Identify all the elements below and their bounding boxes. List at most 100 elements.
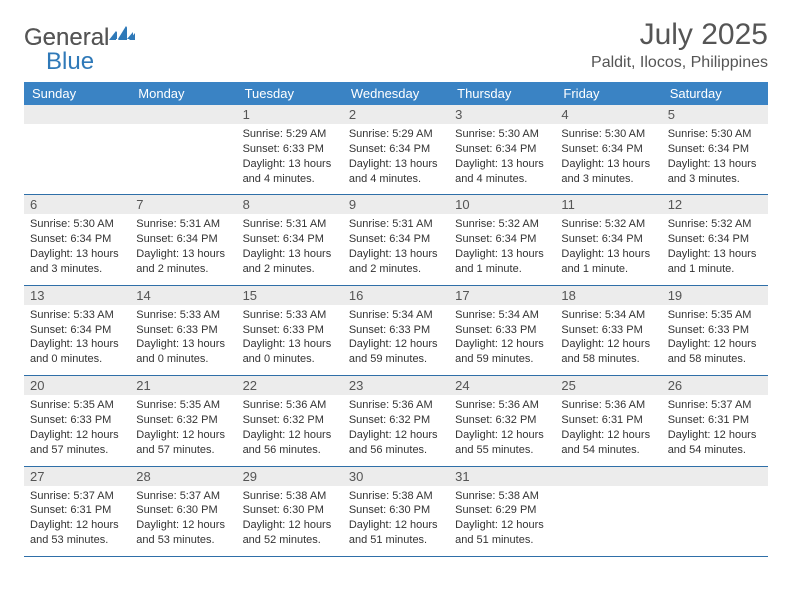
day-header: Wednesday — [343, 82, 449, 105]
day-number: 3 — [449, 105, 555, 124]
day-details: Sunrise: 5:34 AMSunset: 6:33 PMDaylight:… — [343, 305, 449, 375]
calendar-cell: 5Sunrise: 5:30 AMSunset: 6:34 PMDaylight… — [662, 105, 768, 195]
calendar-body: 1Sunrise: 5:29 AMSunset: 6:33 PMDaylight… — [24, 105, 768, 556]
day-number: 28 — [130, 467, 236, 486]
day-details: Sunrise: 5:31 AMSunset: 6:34 PMDaylight:… — [237, 214, 343, 284]
calendar-cell: 20Sunrise: 5:35 AMSunset: 6:33 PMDayligh… — [24, 376, 130, 466]
calendar-cell: 1Sunrise: 5:29 AMSunset: 6:33 PMDaylight… — [237, 105, 343, 195]
day-details: Sunrise: 5:30 AMSunset: 6:34 PMDaylight:… — [555, 124, 661, 194]
day-number: 4 — [555, 105, 661, 124]
day-header: Friday — [555, 82, 661, 105]
calendar-cell: 19Sunrise: 5:35 AMSunset: 6:33 PMDayligh… — [662, 285, 768, 375]
day-details: Sunrise: 5:38 AMSunset: 6:29 PMDaylight:… — [449, 486, 555, 556]
day-number: 9 — [343, 195, 449, 214]
day-number: 18 — [555, 286, 661, 305]
day-details: Sunrise: 5:33 AMSunset: 6:33 PMDaylight:… — [130, 305, 236, 375]
calendar-cell: 25Sunrise: 5:36 AMSunset: 6:31 PMDayligh… — [555, 376, 661, 466]
day-header: Sunday — [24, 82, 130, 105]
day-details: Sunrise: 5:36 AMSunset: 6:32 PMDaylight:… — [449, 395, 555, 465]
day-number: 13 — [24, 286, 130, 305]
day-number: 1 — [237, 105, 343, 124]
calendar-cell — [555, 466, 661, 556]
calendar-cell: 28Sunrise: 5:37 AMSunset: 6:30 PMDayligh… — [130, 466, 236, 556]
day-details: Sunrise: 5:35 AMSunset: 6:32 PMDaylight:… — [130, 395, 236, 465]
calendar-cell: 3Sunrise: 5:30 AMSunset: 6:34 PMDaylight… — [449, 105, 555, 195]
day-number: 5 — [662, 105, 768, 124]
calendar-head: SundayMondayTuesdayWednesdayThursdayFrid… — [24, 82, 768, 105]
day-header: Thursday — [449, 82, 555, 105]
calendar-cell: 6Sunrise: 5:30 AMSunset: 6:34 PMDaylight… — [24, 195, 130, 285]
day-details: Sunrise: 5:36 AMSunset: 6:31 PMDaylight:… — [555, 395, 661, 465]
calendar-table: SundayMondayTuesdayWednesdayThursdayFrid… — [24, 82, 768, 557]
day-details: Sunrise: 5:32 AMSunset: 6:34 PMDaylight:… — [555, 214, 661, 284]
calendar-cell: 13Sunrise: 5:33 AMSunset: 6:34 PMDayligh… — [24, 285, 130, 375]
day-details: Sunrise: 5:37 AMSunset: 6:30 PMDaylight:… — [130, 486, 236, 556]
calendar-cell — [662, 466, 768, 556]
day-details: Sunrise: 5:30 AMSunset: 6:34 PMDaylight:… — [449, 124, 555, 194]
day-number: 20 — [24, 376, 130, 395]
calendar-week-row: 20Sunrise: 5:35 AMSunset: 6:33 PMDayligh… — [24, 376, 768, 466]
day-details: Sunrise: 5:36 AMSunset: 6:32 PMDaylight:… — [237, 395, 343, 465]
day-number: 6 — [24, 195, 130, 214]
day-number: 14 — [130, 286, 236, 305]
calendar-cell: 31Sunrise: 5:38 AMSunset: 6:29 PMDayligh… — [449, 466, 555, 556]
calendar-cell: 15Sunrise: 5:33 AMSunset: 6:33 PMDayligh… — [237, 285, 343, 375]
calendar-cell — [130, 105, 236, 195]
day-details: Sunrise: 5:29 AMSunset: 6:34 PMDaylight:… — [343, 124, 449, 194]
month-title: July 2025 — [591, 18, 768, 52]
brand-name-2: Blue — [46, 48, 94, 76]
calendar-cell: 16Sunrise: 5:34 AMSunset: 6:33 PMDayligh… — [343, 285, 449, 375]
day-details: Sunrise: 5:38 AMSunset: 6:30 PMDaylight:… — [343, 486, 449, 556]
calendar-cell: 26Sunrise: 5:37 AMSunset: 6:31 PMDayligh… — [662, 376, 768, 466]
title-block: July 2025 Paldit, Ilocos, Philippines — [591, 18, 768, 72]
day-details: Sunrise: 5:33 AMSunset: 6:34 PMDaylight:… — [24, 305, 130, 375]
day-details: Sunrise: 5:36 AMSunset: 6:32 PMDaylight:… — [343, 395, 449, 465]
day-details: Sunrise: 5:33 AMSunset: 6:33 PMDaylight:… — [237, 305, 343, 375]
day-details: Sunrise: 5:34 AMSunset: 6:33 PMDaylight:… — [449, 305, 555, 375]
calendar-week-row: 27Sunrise: 5:37 AMSunset: 6:31 PMDayligh… — [24, 466, 768, 556]
calendar-cell — [24, 105, 130, 195]
brand-logo-block: General Blue — [24, 24, 135, 76]
calendar-cell: 2Sunrise: 5:29 AMSunset: 6:34 PMDaylight… — [343, 105, 449, 195]
calendar-cell: 4Sunrise: 5:30 AMSunset: 6:34 PMDaylight… — [555, 105, 661, 195]
calendar-cell: 8Sunrise: 5:31 AMSunset: 6:34 PMDaylight… — [237, 195, 343, 285]
day-number: 16 — [343, 286, 449, 305]
day-header: Tuesday — [237, 82, 343, 105]
day-number: 24 — [449, 376, 555, 395]
day-details: Sunrise: 5:34 AMSunset: 6:33 PMDaylight:… — [555, 305, 661, 375]
day-details: Sunrise: 5:37 AMSunset: 6:31 PMDaylight:… — [662, 395, 768, 465]
day-number: 26 — [662, 376, 768, 395]
day-details: Sunrise: 5:35 AMSunset: 6:33 PMDaylight:… — [662, 305, 768, 375]
calendar-cell: 12Sunrise: 5:32 AMSunset: 6:34 PMDayligh… — [662, 195, 768, 285]
day-details: Sunrise: 5:38 AMSunset: 6:30 PMDaylight:… — [237, 486, 343, 556]
calendar-cell: 14Sunrise: 5:33 AMSunset: 6:33 PMDayligh… — [130, 285, 236, 375]
calendar-cell: 9Sunrise: 5:31 AMSunset: 6:34 PMDaylight… — [343, 195, 449, 285]
calendar-cell: 18Sunrise: 5:34 AMSunset: 6:33 PMDayligh… — [555, 285, 661, 375]
day-details: Sunrise: 5:32 AMSunset: 6:34 PMDaylight:… — [662, 214, 768, 284]
calendar-cell: 21Sunrise: 5:35 AMSunset: 6:32 PMDayligh… — [130, 376, 236, 466]
calendar-cell: 22Sunrise: 5:36 AMSunset: 6:32 PMDayligh… — [237, 376, 343, 466]
day-number: 23 — [343, 376, 449, 395]
day-header: Saturday — [662, 82, 768, 105]
calendar-cell: 10Sunrise: 5:32 AMSunset: 6:34 PMDayligh… — [449, 195, 555, 285]
calendar-cell: 24Sunrise: 5:36 AMSunset: 6:32 PMDayligh… — [449, 376, 555, 466]
day-number: 30 — [343, 467, 449, 486]
day-number: 31 — [449, 467, 555, 486]
calendar-cell: 27Sunrise: 5:37 AMSunset: 6:31 PMDayligh… — [24, 466, 130, 556]
day-number: 7 — [130, 195, 236, 214]
calendar-cell: 23Sunrise: 5:36 AMSunset: 6:32 PMDayligh… — [343, 376, 449, 466]
day-number: 10 — [449, 195, 555, 214]
calendar-cell: 11Sunrise: 5:32 AMSunset: 6:34 PMDayligh… — [555, 195, 661, 285]
day-number: 22 — [237, 376, 343, 395]
day-number: 11 — [555, 195, 661, 214]
day-header: Monday — [130, 82, 236, 105]
day-number: 21 — [130, 376, 236, 395]
calendar-week-row: 6Sunrise: 5:30 AMSunset: 6:34 PMDaylight… — [24, 195, 768, 285]
day-number: 17 — [449, 286, 555, 305]
page-header: General General Blue July 2025 Paldit, — [24, 18, 768, 72]
calendar-cell: 17Sunrise: 5:34 AMSunset: 6:33 PMDayligh… — [449, 285, 555, 375]
calendar-cell: 29Sunrise: 5:38 AMSunset: 6:30 PMDayligh… — [237, 466, 343, 556]
day-number: 27 — [24, 467, 130, 486]
day-details: Sunrise: 5:37 AMSunset: 6:31 PMDaylight:… — [24, 486, 130, 556]
day-details: Sunrise: 5:29 AMSunset: 6:33 PMDaylight:… — [237, 124, 343, 194]
